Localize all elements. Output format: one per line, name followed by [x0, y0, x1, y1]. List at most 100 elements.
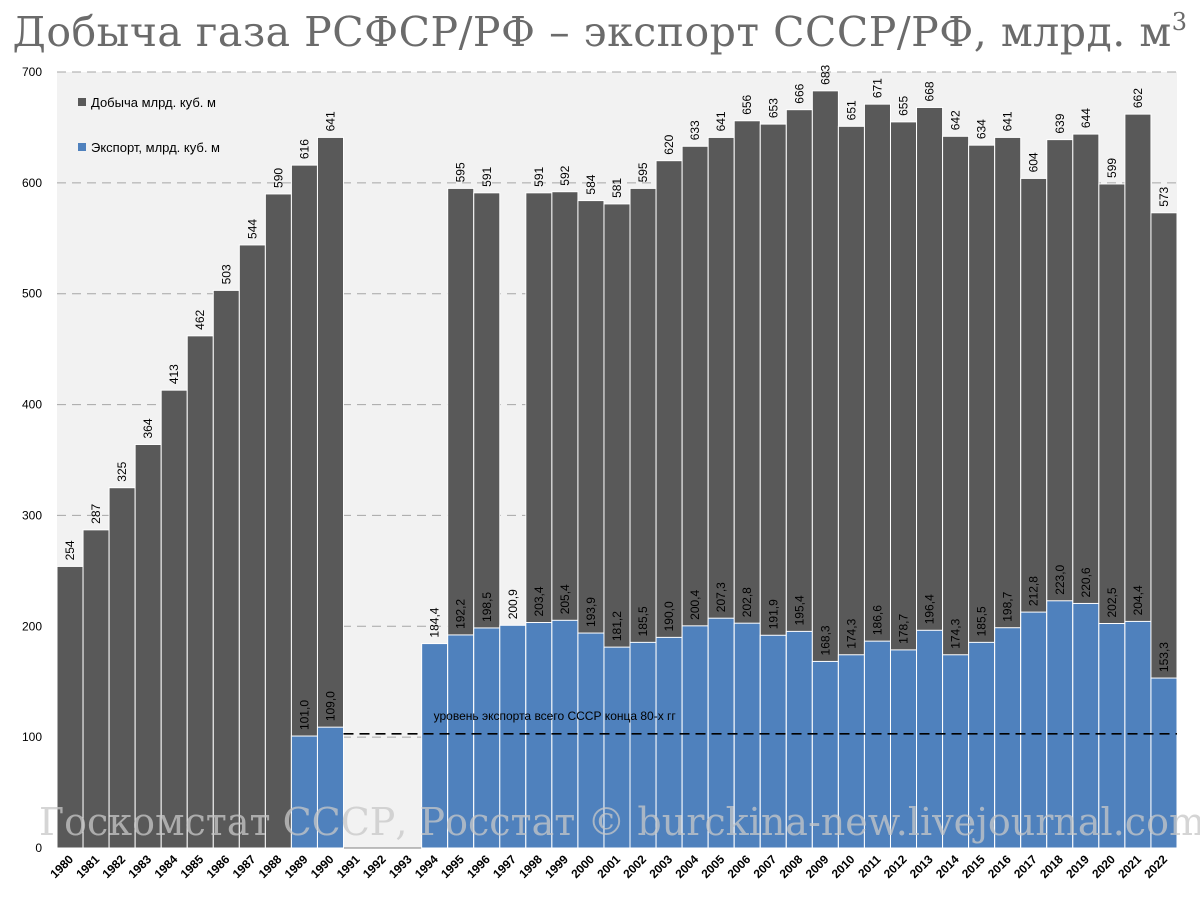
x-tick-label: 2013 [907, 852, 936, 881]
data-label-export: 192,2 [454, 599, 468, 629]
bar-export [525, 622, 553, 849]
data-label-production: 573 [1157, 186, 1171, 206]
data-label-export: 185,5 [636, 606, 650, 636]
data-label-export: 198,5 [480, 592, 494, 622]
data-label-export: 109,0 [323, 691, 337, 721]
data-label-export: 198,7 [1001, 591, 1015, 621]
data-label-production: 503 [219, 264, 233, 284]
x-tick-label: 1986 [204, 852, 233, 881]
bar-export [473, 627, 501, 849]
bars [56, 90, 1178, 849]
bar-production [238, 244, 266, 849]
data-label-export: 153,3 [1157, 642, 1171, 672]
y-tick-label: 600 [22, 176, 42, 190]
data-label-production: 254 [63, 540, 77, 560]
bar-export [447, 634, 475, 849]
bar-production [134, 443, 162, 849]
bar-export [681, 625, 709, 849]
bar-export [942, 654, 970, 849]
x-tick-label: 2022 [1141, 852, 1170, 881]
data-label-export: 202,8 [740, 587, 754, 617]
bar-export [1072, 602, 1100, 849]
x-tick-label: 1985 [178, 852, 207, 881]
x-tick-label: 2010 [829, 852, 858, 881]
x-tick-label: 2012 [881, 852, 910, 881]
x-tick-label: 1988 [256, 852, 285, 881]
x-tick-label: 1981 [73, 852, 102, 881]
x-tick-label: 1980 [47, 852, 76, 881]
data-label-export: 174,3 [844, 618, 858, 648]
bar-export [863, 640, 891, 849]
x-tick-label: 2005 [699, 852, 728, 881]
chart-title: Добыча газа РСФСР/РФ – экспорт СССР/РФ, … [0, 8, 1200, 56]
bar-production [264, 193, 292, 849]
data-label-export: 178,7 [897, 614, 911, 644]
bar-export [1046, 600, 1074, 849]
data-label-production: 655 [897, 96, 911, 116]
data-label-production: 591 [480, 166, 494, 186]
data-label-production: 641 [714, 111, 728, 131]
data-label-export: 186,6 [870, 605, 884, 635]
data-label-production: 634 [975, 119, 989, 139]
x-tick-label: 2014 [933, 852, 962, 881]
data-label-production: 668 [923, 81, 937, 101]
data-label-production: 584 [584, 174, 598, 194]
data-label-export: 204,4 [1131, 585, 1145, 615]
data-label-production: 656 [740, 94, 754, 114]
x-tick-label: 2021 [1115, 852, 1144, 881]
x-tick-label: 2001 [594, 852, 623, 881]
x-tick-label: 2006 [725, 852, 754, 881]
data-label-export: 195,4 [792, 595, 806, 625]
x-tick-label: 1997 [490, 852, 519, 881]
data-label-export: 223,0 [1053, 564, 1067, 594]
data-label-export: 220,6 [1079, 567, 1093, 597]
x-tick-label: 1989 [282, 852, 311, 881]
bar-export [733, 622, 761, 849]
data-label-production: 462 [193, 309, 207, 329]
bar-export [499, 624, 527, 849]
x-tick-label: 2003 [646, 852, 675, 881]
data-label-production: 287 [89, 503, 103, 523]
data-label-export: 174,3 [949, 618, 963, 648]
data-label-production: 595 [454, 162, 468, 182]
x-tick-label: 1994 [412, 852, 441, 881]
x-tick-label: 2020 [1089, 852, 1118, 881]
chart-title-sup: 3 [1171, 8, 1188, 36]
x-tick-label: 2011 [855, 852, 884, 881]
bar-export [577, 632, 605, 849]
x-tick-label: 2009 [803, 852, 832, 881]
data-label-export: 191,9 [766, 599, 780, 629]
x-tick-label: 1998 [516, 852, 545, 881]
data-labels: 254 287 325 364 413 462 503 544 590 616 101,0 641 10… [63, 64, 1171, 730]
data-label-production: 642 [949, 110, 963, 130]
bar-production [82, 529, 110, 849]
x-tick-label: 1995 [438, 852, 467, 881]
x-tick-label: 2017 [1011, 852, 1040, 881]
x-tick-label: 1993 [386, 852, 415, 881]
data-label-export: 200,4 [688, 589, 702, 619]
data-label-export: 190,0 [662, 601, 676, 631]
y-tick-label: 400 [22, 398, 42, 412]
x-tick-label: 1996 [464, 852, 493, 881]
data-label-production: 364 [141, 418, 155, 438]
data-label-export: 181,2 [610, 611, 624, 641]
data-label-export: 212,8 [1027, 576, 1041, 606]
data-label-production: 592 [558, 165, 572, 185]
data-label-production: 616 [297, 139, 311, 159]
data-label-production: 653 [766, 98, 780, 118]
bar-production [212, 289, 240, 849]
data-label-export: 193,9 [584, 597, 598, 627]
data-label-production: 639 [1053, 113, 1067, 133]
bar-production [108, 487, 136, 849]
x-tick-label: 2019 [1063, 852, 1092, 881]
bar-export [316, 726, 345, 849]
data-label-export: 205,4 [558, 584, 572, 614]
data-label-export: 196,4 [923, 594, 937, 624]
bar-export [1124, 620, 1152, 849]
x-tick-label: 2000 [568, 852, 597, 881]
x-tick-label: 1982 [99, 852, 128, 881]
x-tick-label: 1992 [360, 852, 389, 881]
x-tick-label: 2004 [672, 852, 701, 881]
data-label-production: 662 [1131, 88, 1145, 108]
